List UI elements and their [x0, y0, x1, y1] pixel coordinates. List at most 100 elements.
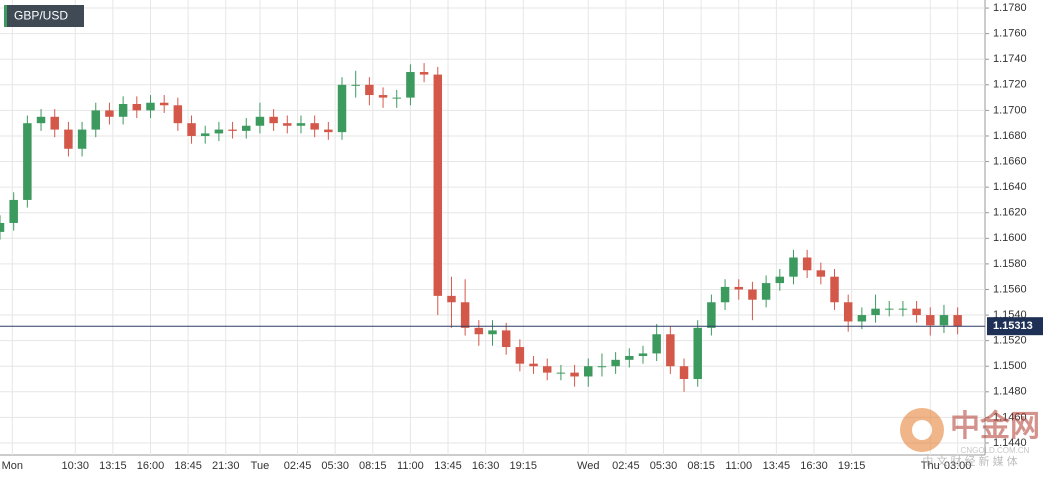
- candle-body: [693, 327, 702, 380]
- candle-body: [187, 123, 196, 136]
- candle-body: [9, 199, 18, 223]
- x-tick-label: 11:00: [397, 460, 424, 472]
- candle-body: [898, 308, 908, 310]
- x-tick-label: 13:15: [99, 460, 127, 472]
- candle-body: [857, 315, 867, 322]
- candle-body: [570, 372, 579, 377]
- y-tick-label: 1.1780: [993, 2, 1027, 14]
- candle-body: [0, 222, 5, 232]
- y-tick-label: 1.1560: [993, 283, 1027, 295]
- candle-body: [433, 74, 443, 296]
- candle-body: [953, 315, 962, 327]
- y-tick-label: 1.1500: [993, 360, 1027, 372]
- candle-body: [734, 286, 743, 290]
- candle-body: [556, 372, 566, 374]
- candle-body: [871, 308, 880, 316]
- candle-body: [310, 123, 319, 130]
- candle-body: [146, 102, 155, 111]
- candle-body: [789, 257, 798, 277]
- x-tick-label: 08:15: [687, 460, 715, 472]
- candle-body: [283, 123, 292, 126]
- watermark-text: 中金网: [950, 409, 1040, 443]
- y-tick-label: 1.1700: [993, 104, 1027, 116]
- x-tick-label: 19:15: [510, 460, 538, 472]
- candle-body: [611, 359, 620, 367]
- candle-body: [392, 97, 401, 99]
- x-tick-label: 16:00: [137, 460, 165, 472]
- candle-body: [173, 105, 183, 124]
- candle-body: [214, 129, 224, 134]
- candle-body: [337, 84, 347, 133]
- candle-body: [707, 302, 716, 328]
- candle-body: [64, 129, 73, 149]
- candle-body: [228, 129, 237, 131]
- y-tick-label: 1.1580: [993, 258, 1027, 270]
- y-tick-label: 1.1600: [993, 232, 1027, 244]
- x-tick-label: 13:45: [763, 460, 791, 472]
- candle-body: [529, 363, 538, 367]
- candle-body: [242, 125, 251, 131]
- x-tick-label: 19:15: [838, 460, 866, 472]
- candle-body: [118, 103, 128, 117]
- candle-body: [77, 129, 87, 149]
- y-tick-label: 1.1460: [993, 411, 1027, 423]
- candle-body: [159, 102, 169, 106]
- candle-body: [926, 315, 935, 326]
- last-price-label: 1.15313: [993, 320, 1033, 332]
- candle-body: [460, 302, 470, 328]
- watermark-text: 中 文 财 经 新 媒 体: [922, 454, 1017, 468]
- candle-body: [515, 347, 525, 364]
- candle-body: [666, 334, 675, 367]
- watermark-text: CNGOLD.COM.CN: [961, 446, 1030, 455]
- candle-body: [378, 95, 388, 98]
- candle-body: [761, 283, 771, 300]
- x-tick-label: 02:45: [612, 460, 640, 472]
- x-tick-label: 10:30: [61, 460, 89, 472]
- candle-body: [23, 123, 32, 200]
- candle-body: [36, 116, 46, 124]
- last-price-box: [987, 317, 1043, 336]
- title-accent: [4, 5, 7, 27]
- plot-area: [0, 0, 985, 455]
- x-tick-label: 21:30: [212, 460, 240, 472]
- candle-body: [365, 84, 374, 96]
- candle-body: [720, 286, 730, 303]
- x-tick-label: Mon: [2, 460, 23, 472]
- candle-body: [884, 308, 894, 310]
- y-tick-label: 1.1440: [993, 437, 1027, 449]
- candle-body: [830, 276, 839, 303]
- x-tick-label: 03:00: [944, 460, 972, 472]
- candle-body: [132, 103, 142, 111]
- candle-body: [324, 129, 333, 133]
- y-tick-label: 1.1620: [993, 207, 1027, 219]
- x-tick-label: 11:00: [725, 460, 752, 472]
- x-tick-label: Thu: [921, 460, 940, 472]
- candle-body: [200, 133, 210, 136]
- x-tick-label: 13:45: [434, 460, 462, 472]
- x-tick-label: 16:30: [800, 460, 828, 472]
- candle-body: [50, 116, 59, 130]
- candle-body: [105, 110, 114, 117]
- chart-title: GBP/USD: [14, 9, 68, 23]
- y-tick-label: 1.1760: [993, 28, 1027, 40]
- x-tick-label: 08:15: [359, 460, 387, 472]
- x-tick-label: Tue: [251, 460, 270, 472]
- title-box: [4, 5, 84, 27]
- candle-body: [816, 270, 826, 277]
- candle-body: [748, 289, 757, 300]
- candle-body: [652, 334, 661, 354]
- candle-body: [296, 123, 306, 126]
- candle-body: [775, 276, 785, 284]
- candle-body: [351, 84, 360, 86]
- y-tick-label: 1.1480: [993, 386, 1027, 398]
- watermark: 中金网 CNGOLD.COM.CN 中 文 财 经 新 媒 体: [900, 408, 1040, 468]
- candle-body: [488, 330, 497, 335]
- candle-body: [679, 366, 689, 380]
- y-tick-label: 1.1680: [993, 130, 1027, 142]
- x-tick-label: 02:45: [284, 460, 312, 472]
- y-tick-label: 1.1740: [993, 53, 1027, 65]
- candle-body: [843, 302, 853, 322]
- candle-body: [542, 366, 552, 373]
- x-tick-label: Wed: [577, 460, 599, 472]
